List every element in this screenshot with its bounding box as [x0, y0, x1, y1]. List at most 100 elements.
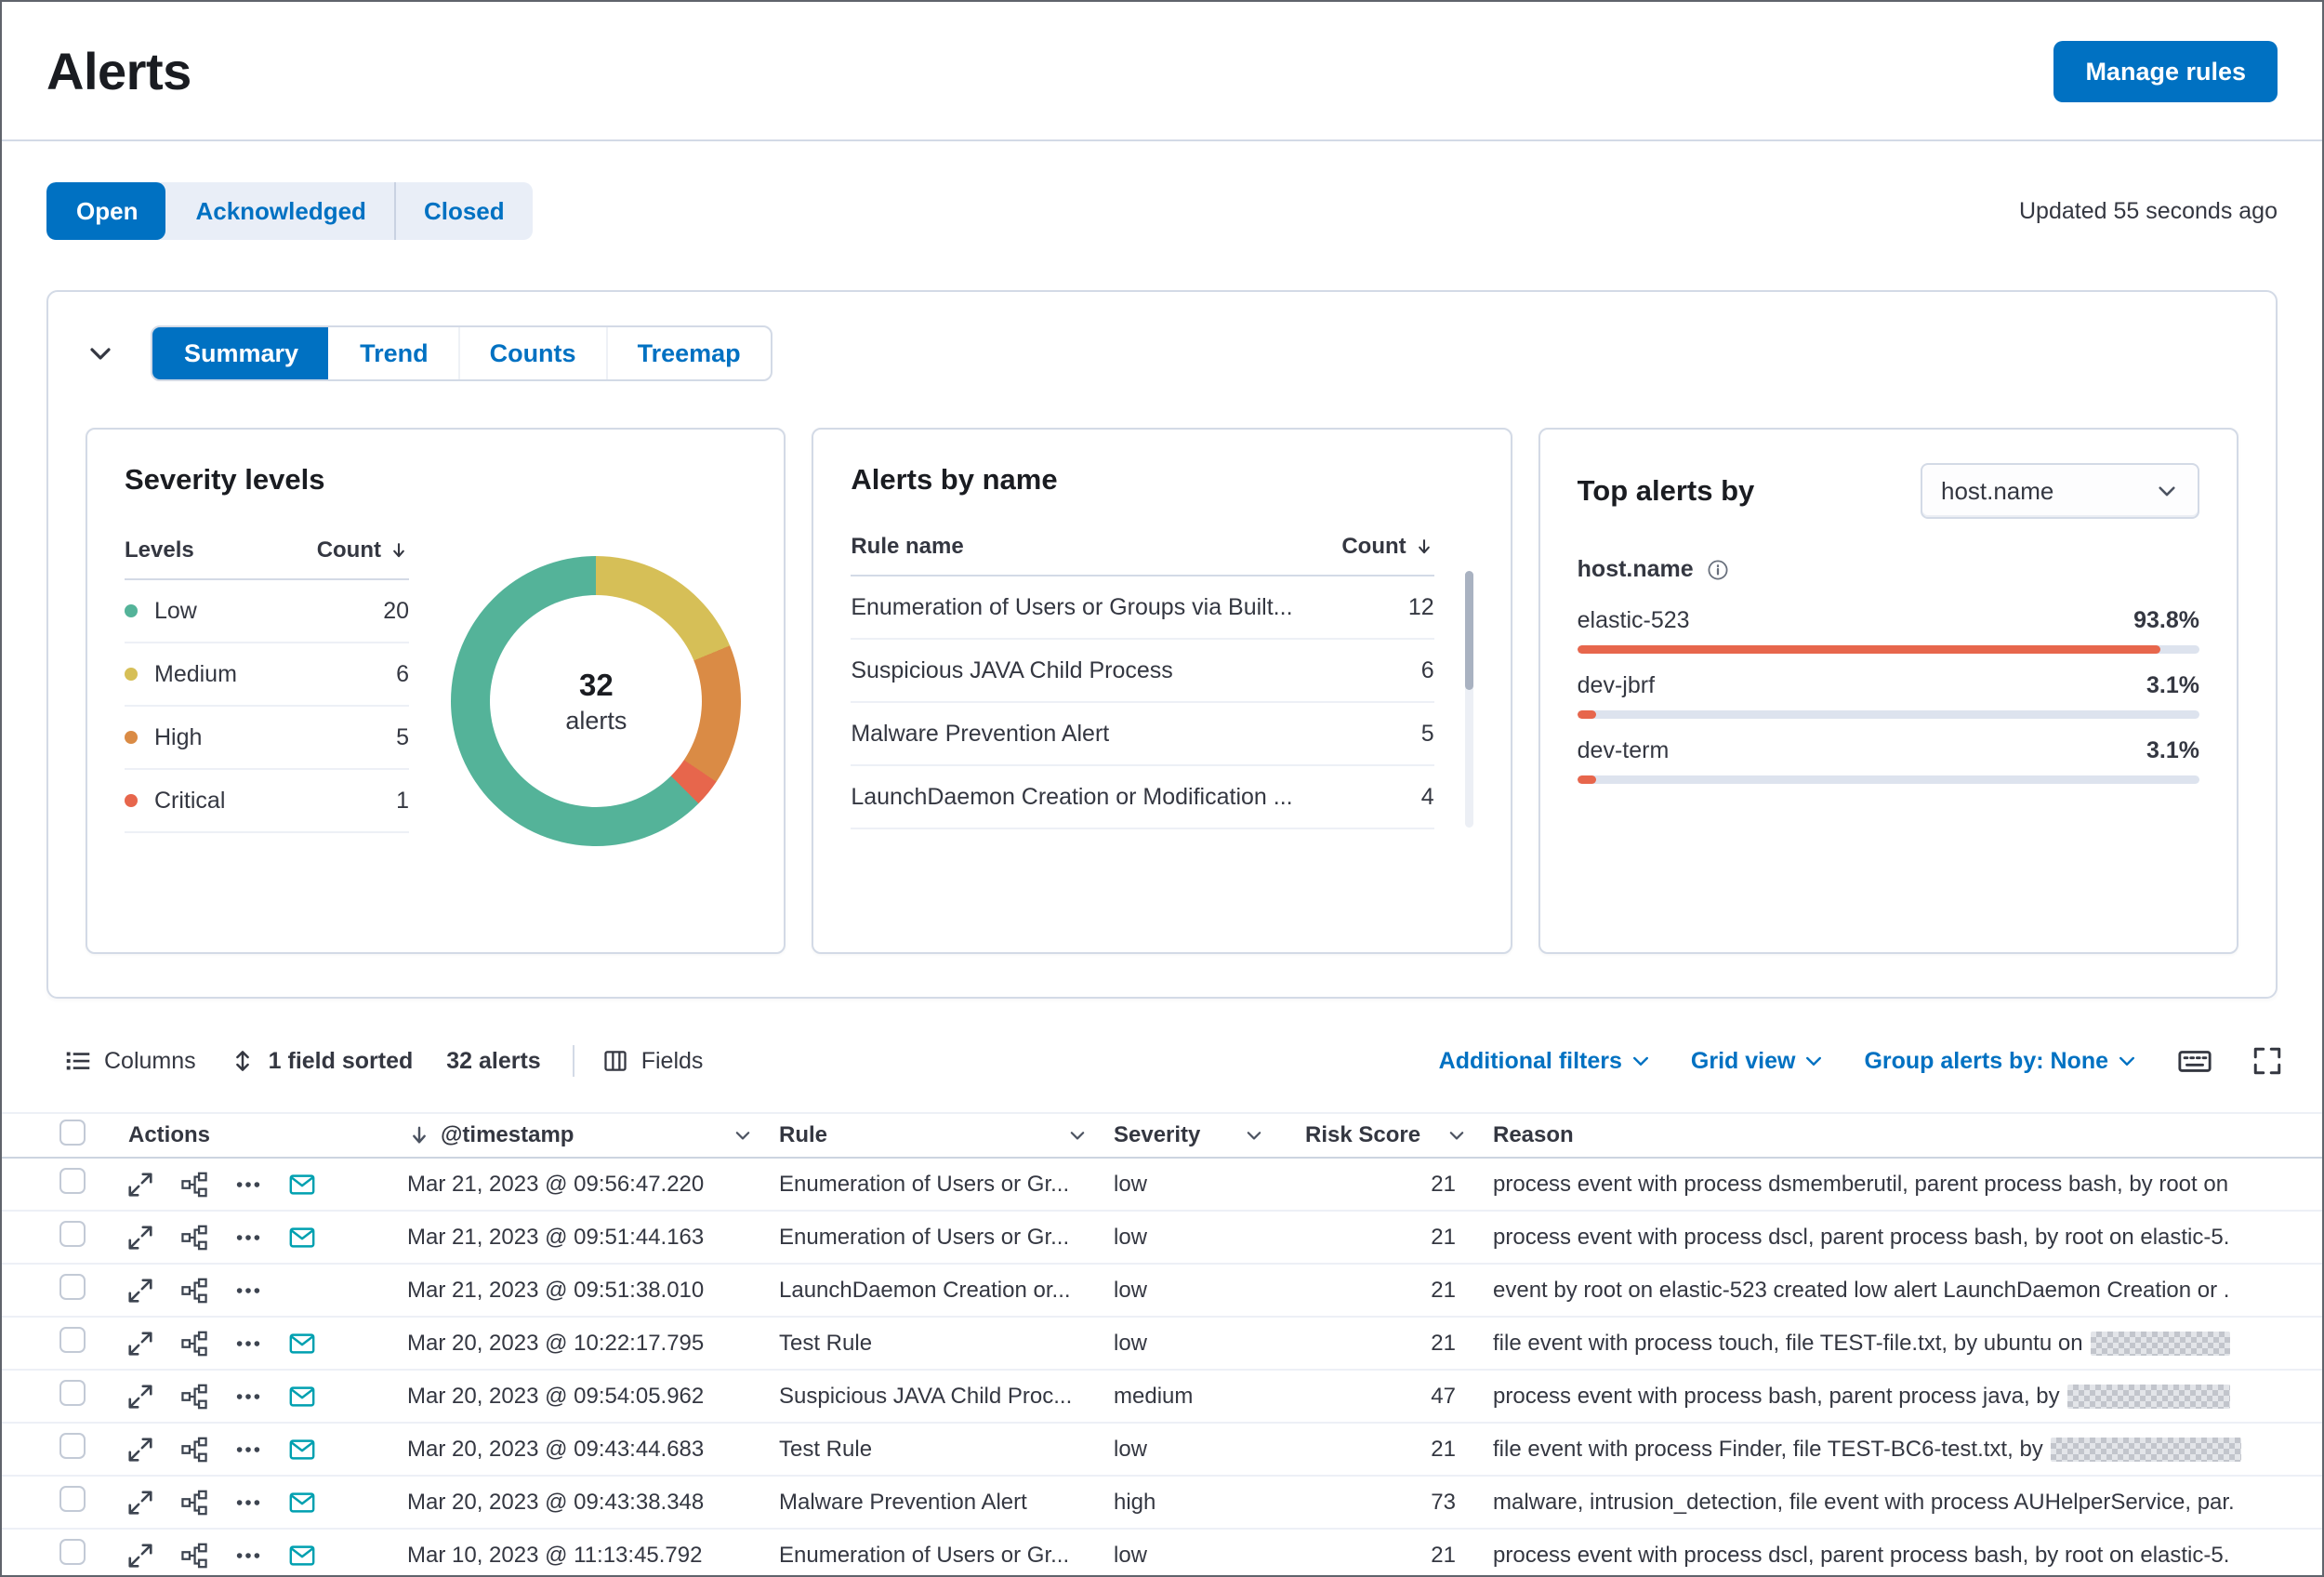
chevron-down-icon[interactable] [1446, 1125, 1467, 1146]
rule-cell[interactable]: Enumeration of Users or Gr... [779, 1542, 1070, 1568]
collapse-charts-icon[interactable] [86, 338, 115, 368]
session-view-icon[interactable] [288, 1436, 316, 1464]
row-checkbox[interactable] [59, 1168, 86, 1194]
alert-row[interactable]: Mar 20, 2023 @ 09:43:44.683 Test Rule lo… [2, 1424, 2322, 1477]
chevron-down-icon[interactable] [1244, 1125, 1264, 1146]
row-actions [115, 1171, 394, 1199]
more-actions-icon[interactable] [234, 1383, 262, 1411]
rule-cell[interactable]: Test Rule [779, 1330, 873, 1356]
alert-row[interactable]: Mar 20, 2023 @ 09:54:05.962 Suspicious J… [2, 1371, 2322, 1424]
chart-view-tab[interactable]: Trend [360, 338, 429, 367]
header-severity[interactable]: Severity [1101, 1122, 1277, 1148]
row-checkbox[interactable] [59, 1433, 86, 1459]
additional-filters-button[interactable]: Additional filters [1439, 1048, 1652, 1075]
alert-row[interactable]: Mar 20, 2023 @ 09:43:38.348 Malware Prev… [2, 1477, 2322, 1530]
alert-row[interactable]: Mar 21, 2023 @ 09:51:44.163 Enumeration … [2, 1212, 2322, 1265]
status-filter-button[interactable]: Closed [393, 182, 533, 240]
fullscreen-icon[interactable] [2251, 1045, 2283, 1077]
expand-alert-icon[interactable] [126, 1383, 154, 1411]
session-view-icon[interactable] [288, 1542, 316, 1570]
session-view-icon[interactable] [288, 1224, 316, 1252]
sort-fields-button[interactable]: 1 field sorted [230, 1048, 413, 1075]
donut-total-label: alerts [565, 706, 627, 735]
row-checkbox[interactable] [59, 1221, 86, 1247]
session-view-icon[interactable] [288, 1383, 316, 1411]
rule-cell[interactable]: Suspicious JAVA Child Proc... [779, 1383, 1073, 1409]
top-alerts-field-select[interactable]: host.name [1920, 463, 2199, 519]
sort-icon [230, 1048, 256, 1074]
rule-cell[interactable]: Enumeration of Users or Gr... [779, 1224, 1070, 1250]
more-actions-icon[interactable] [234, 1542, 262, 1570]
more-actions-icon[interactable] [234, 1489, 262, 1517]
expand-alert-icon[interactable] [126, 1436, 154, 1464]
rule-cell[interactable]: Test Rule [779, 1436, 873, 1462]
analyzer-icon[interactable] [180, 1277, 208, 1305]
more-actions-icon[interactable] [234, 1224, 262, 1252]
session-view-icon[interactable] [288, 1489, 316, 1517]
info-icon[interactable] [1707, 559, 1729, 581]
expand-alert-icon[interactable] [126, 1171, 154, 1199]
expand-alert-icon[interactable] [126, 1330, 154, 1358]
columns-button[interactable]: Columns [65, 1048, 196, 1075]
more-actions-icon[interactable] [234, 1277, 262, 1305]
analyzer-icon[interactable] [180, 1171, 208, 1199]
select-all-checkbox[interactable] [59, 1119, 86, 1146]
more-actions-icon[interactable] [234, 1436, 262, 1464]
rule-cell[interactable]: LaunchDaemon Creation or... [779, 1277, 1071, 1303]
top-alerts-field-label: host.name [1577, 556, 1694, 582]
status-filter-button[interactable]: Open [46, 182, 166, 240]
analyzer-icon[interactable] [180, 1330, 208, 1358]
group-alerts-button[interactable]: Group alerts by: None [1864, 1048, 2138, 1075]
host-name-value: elastic-523 [1577, 607, 1690, 633]
table-toolbar: Columns 1 field sorted 32 alerts Fields … [65, 1043, 2283, 1079]
reason-cell: process event with process dscl, parent … [1493, 1542, 2230, 1568]
rule-name-value: Suspicious JAVA Child Process [851, 656, 1173, 683]
analyzer-icon[interactable] [180, 1542, 208, 1570]
alert-row[interactable]: Mar 21, 2023 @ 09:56:47.220 Enumeration … [2, 1159, 2322, 1212]
analyzer-icon[interactable] [180, 1436, 208, 1464]
row-checkbox[interactable] [59, 1539, 86, 1565]
more-actions-icon[interactable] [234, 1171, 262, 1199]
alert-row[interactable]: Mar 20, 2023 @ 10:22:17.795 Test Rule lo… [2, 1318, 2322, 1371]
session-view-icon[interactable] [288, 1171, 316, 1199]
header-risk-score[interactable]: Risk Score [1277, 1122, 1480, 1148]
expand-alert-icon[interactable] [126, 1489, 154, 1517]
row-checkbox[interactable] [59, 1486, 86, 1512]
row-checkbox[interactable] [59, 1274, 86, 1300]
chart-view-tab[interactable]: Summary [152, 327, 329, 379]
header-reason[interactable]: Reason [1493, 1122, 1574, 1147]
expand-alert-icon[interactable] [126, 1542, 154, 1570]
scrollbar-track[interactable] [1464, 571, 1473, 828]
keyboard-shortcuts-icon[interactable] [2177, 1043, 2212, 1079]
expand-alert-icon[interactable] [126, 1277, 154, 1305]
expand-alert-icon[interactable] [126, 1224, 154, 1252]
status-filter-button[interactable]: Acknowledged [195, 196, 366, 225]
more-actions-icon[interactable] [234, 1330, 262, 1358]
chart-view-tab[interactable]: Counts [457, 327, 606, 379]
analyzer-icon[interactable] [180, 1383, 208, 1411]
row-checkbox[interactable] [59, 1327, 86, 1353]
analyzer-icon[interactable] [180, 1224, 208, 1252]
chevron-down-icon[interactable] [733, 1125, 753, 1146]
severity-dot [125, 731, 138, 744]
severity-card-title: Severity levels [125, 463, 325, 496]
rule-cell[interactable]: Malware Prevention Alert [779, 1489, 1027, 1515]
analyzer-icon[interactable] [180, 1489, 208, 1517]
header-rule[interactable]: Rule [766, 1122, 1101, 1148]
sort-descending-icon[interactable] [389, 540, 409, 561]
header-timestamp[interactable]: @timestamp [394, 1122, 766, 1148]
session-view-icon[interactable] [288, 1330, 316, 1358]
alert-row[interactable]: Mar 10, 2023 @ 11:13:45.792 Enumeration … [2, 1530, 2322, 1577]
chevron-down-icon[interactable] [1067, 1125, 1088, 1146]
rule-cell[interactable]: Enumeration of Users or Gr... [779, 1171, 1070, 1197]
risk-score-cell: 21 [1431, 1171, 1456, 1197]
sort-descending-icon[interactable] [1414, 537, 1434, 557]
chart-view-tab[interactable]: Treemap [605, 327, 771, 379]
alert-row[interactable]: Mar 21, 2023 @ 09:51:38.010 LaunchDaemon… [2, 1265, 2322, 1318]
grid-view-button[interactable]: Grid view [1691, 1048, 1826, 1075]
row-checkbox[interactable] [59, 1380, 86, 1406]
scrollbar-thumb[interactable] [1464, 571, 1473, 690]
manage-rules-button[interactable]: Manage rules [2053, 41, 2278, 102]
abn-count-header: Count [1341, 534, 1406, 559]
fields-button[interactable]: Fields [602, 1048, 703, 1075]
